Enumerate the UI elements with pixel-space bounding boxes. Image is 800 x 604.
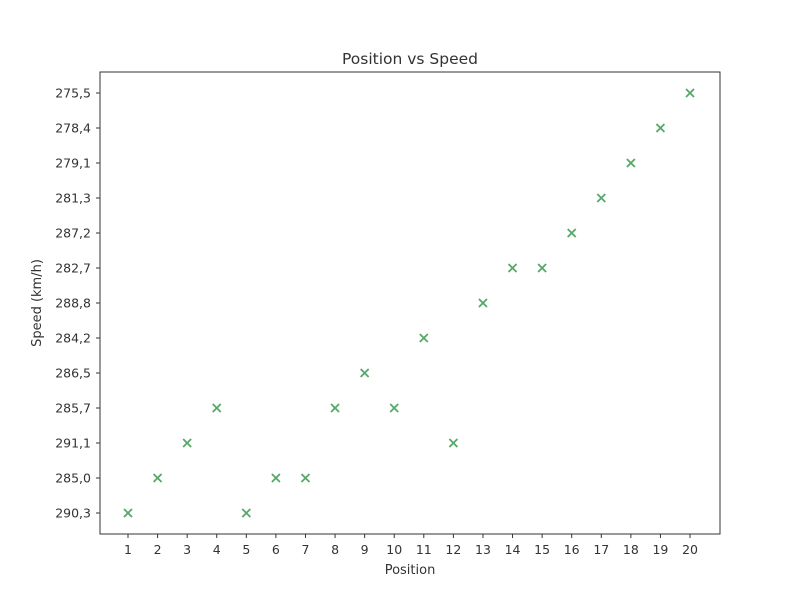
y-tick-label: 285,7 <box>55 401 91 416</box>
x-tick-label: 12 <box>445 542 461 557</box>
y-tick-label: 282,7 <box>55 261 91 276</box>
x-marker <box>300 473 311 483</box>
x-marker <box>655 123 666 133</box>
y-tick-label: 281,3 <box>55 191 91 206</box>
data-point <box>596 193 606 203</box>
data-point <box>478 298 488 308</box>
y-tick-label: 291,1 <box>55 436 91 451</box>
data-point <box>182 438 192 448</box>
x-tick-label: 8 <box>331 542 339 557</box>
x-marker <box>182 438 192 448</box>
data-point <box>537 263 547 273</box>
x-tick-label: 3 <box>183 542 191 557</box>
data-point <box>360 368 370 378</box>
x-marker <box>241 508 251 518</box>
x-marker <box>626 158 636 168</box>
x-tick-label: 20 <box>682 542 698 557</box>
x-tick-label: 11 <box>416 542 432 557</box>
x-axis-ticks: 1 2 3 4 5 6 7 8 9 10 11 12 13 14 15 16 17 18 19 20 <box>124 534 698 557</box>
x-tick-label: 9 <box>361 542 369 557</box>
x-marker <box>478 298 488 308</box>
chart-title: Position vs Speed <box>342 50 478 68</box>
x-tick-label: 19 <box>652 542 668 557</box>
x-tick-label: 2 <box>154 542 162 557</box>
data-point <box>241 508 251 518</box>
x-tick-label: 1 <box>124 542 132 557</box>
y-tick-label: 287,2 <box>55 226 91 241</box>
x-tick-label: 10 <box>386 542 402 557</box>
data-point <box>655 123 666 133</box>
y-tick-label: 288,8 <box>55 296 91 311</box>
data-point <box>212 403 222 413</box>
data-point <box>685 88 695 98</box>
y-tick-label: 285,0 <box>55 471 91 486</box>
y-tick-label: 290,3 <box>55 506 91 521</box>
y-tick-label: 275,5 <box>55 86 91 101</box>
data-point <box>300 473 311 483</box>
x-tick-label: 14 <box>505 542 521 557</box>
data-points <box>123 88 695 518</box>
data-point <box>330 403 340 413</box>
y-tick-label: 286,5 <box>55 366 91 381</box>
y-axis-ticks: 290,3 285,0 291,1 285,7 286,5 284,2 288,8 282,7… <box>55 86 100 521</box>
x-tick-label: 18 <box>623 542 639 557</box>
y-axis-label: Speed (km/h) <box>30 259 45 347</box>
data-point <box>448 438 459 448</box>
data-point <box>507 263 518 273</box>
x-tick-label: 5 <box>242 542 250 557</box>
x-tick-label: 6 <box>272 542 280 557</box>
x-marker <box>330 403 340 413</box>
plot-area <box>99 71 721 535</box>
x-marker <box>360 368 370 378</box>
x-axis-label: Position <box>385 563 436 578</box>
data-point <box>567 228 577 238</box>
data-point <box>271 473 281 483</box>
x-marker <box>507 263 518 273</box>
x-marker <box>152 473 163 483</box>
x-marker <box>596 193 606 203</box>
x-marker <box>389 403 399 413</box>
y-tick-label: 278,4 <box>55 121 91 136</box>
y-tick-label: 284,2 <box>55 331 91 346</box>
x-tick-label: 16 <box>564 542 580 557</box>
x-marker <box>271 473 281 483</box>
data-point <box>152 473 163 483</box>
x-tick-label: 4 <box>213 542 221 557</box>
x-marker <box>537 263 547 273</box>
data-point <box>123 508 133 518</box>
x-tick-label: 17 <box>593 542 609 557</box>
x-tick-label: 13 <box>475 542 491 557</box>
data-point <box>419 333 429 343</box>
x-tick-label: 15 <box>534 542 550 557</box>
data-point <box>626 158 636 168</box>
x-marker <box>212 403 222 413</box>
x-tick-label: 7 <box>302 542 310 557</box>
x-marker <box>123 508 133 518</box>
x-marker <box>419 333 429 343</box>
x-marker <box>685 88 695 98</box>
x-marker <box>448 438 459 448</box>
y-tick-label: 279,1 <box>55 156 91 171</box>
x-marker <box>567 228 577 238</box>
data-point <box>389 403 399 413</box>
